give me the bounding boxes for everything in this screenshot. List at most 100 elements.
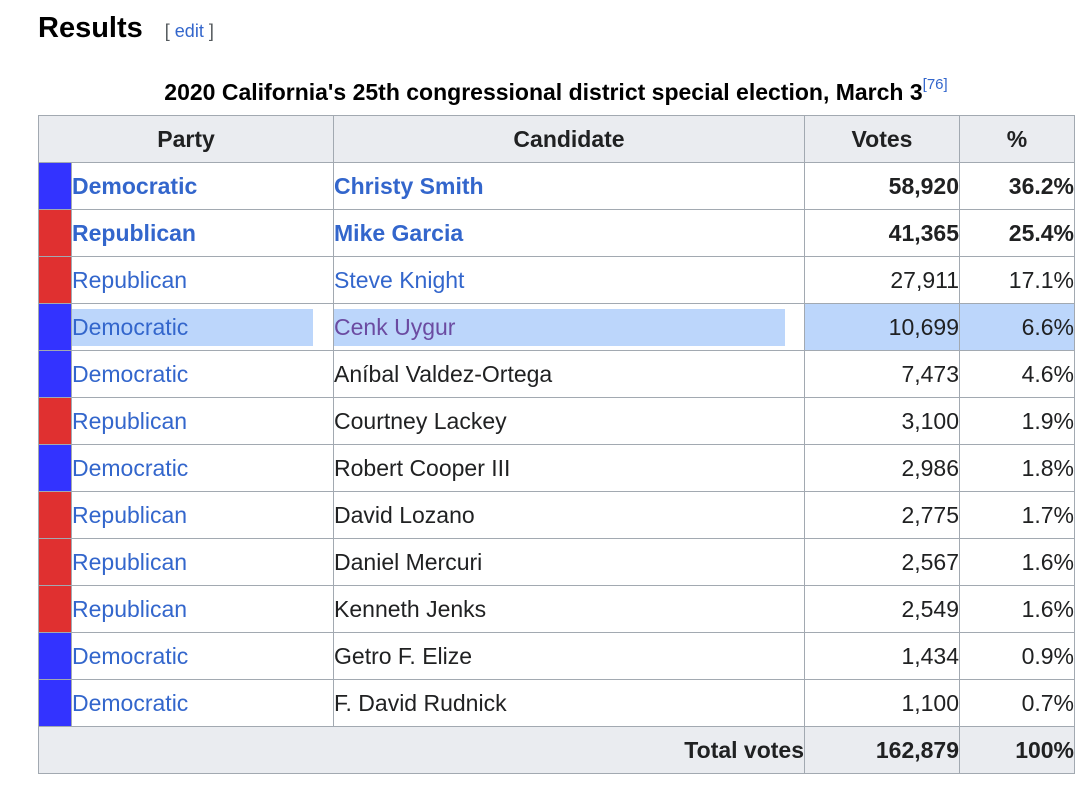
total-votes: 162,879	[804, 726, 961, 774]
header-row: Party Candidate Votes %	[37, 115, 1076, 163]
party-link[interactable]: Republican	[72, 219, 196, 246]
party-cell: Democratic	[70, 679, 335, 727]
votes-cell: 41,365	[804, 209, 961, 257]
party-color-swatch	[38, 256, 72, 304]
percent-cell: 36.2%	[959, 162, 1076, 210]
candidate-cell: David Lozano	[333, 491, 806, 539]
party-color-swatch	[38, 679, 72, 727]
total-percent: 100%	[959, 726, 1076, 774]
party-color-swatch	[38, 491, 72, 539]
percent-cell: 1.6%	[959, 585, 1076, 633]
table-row: Democratic F. David Rudnick 1,100 0.7%	[38, 679, 1076, 727]
votes-cell: 1,434	[804, 632, 961, 680]
candidate-cell: Cenk Uygur	[333, 303, 806, 351]
candidate-cell: Steve Knight	[333, 256, 806, 304]
party-color-swatch	[38, 162, 72, 210]
edit-section: [ edit ]	[165, 21, 214, 42]
section-title: Results	[38, 12, 143, 44]
candidate-name: Daniel Mercuri	[334, 548, 483, 575]
party-cell: Republican	[70, 397, 335, 445]
candidate-name: Getro F. Elize	[334, 642, 473, 669]
table-row: Democratic Robert Cooper III 2,986 1.8%	[38, 444, 1076, 492]
candidate-name: Aníbal Valdez-Ortega	[334, 360, 553, 387]
table-row: Republican Daniel Mercuri 2,567 1.6%	[38, 538, 1076, 586]
party-link[interactable]: Democratic	[72, 689, 189, 716]
party-color-swatch	[38, 632, 72, 680]
votes-cell: 27,911	[804, 256, 961, 304]
candidate-name: Courtney Lackey	[334, 407, 507, 434]
candidate-cell: Aníbal Valdez-Ortega	[333, 350, 806, 398]
candidate-name: Kenneth Jenks	[334, 595, 487, 622]
votes-cell: 7,473	[804, 350, 961, 398]
votes-cell: 10,699	[804, 303, 961, 351]
party-link[interactable]: Republican	[72, 407, 188, 434]
percent-cell: 0.7%	[959, 679, 1076, 727]
candidate-cell: Daniel Mercuri	[333, 538, 806, 586]
party-cell: Republican	[70, 256, 335, 304]
results-table: Party Candidate Votes % Democratic Christ…	[37, 115, 1076, 774]
edit-bracket-open: [	[164, 21, 170, 41]
party-cell: Democratic	[70, 632, 335, 680]
votes-cell: 2,567	[804, 538, 961, 586]
votes-cell: 58,920	[804, 162, 961, 210]
total-row: Total votes 162,879 100%	[37, 726, 1076, 774]
candidate-cell: Getro F. Elize	[333, 632, 806, 680]
party-link[interactable]: Democratic	[72, 642, 189, 669]
party-color-swatch	[38, 303, 72, 351]
table-row: Democratic Getro F. Elize 1,434 0.9%	[38, 632, 1076, 680]
percent-cell: 1.6%	[959, 538, 1076, 586]
reference-link[interactable]: [76]	[922, 76, 948, 93]
party-color-swatch	[38, 538, 72, 586]
candidate-link[interactable]: Mike Garcia	[334, 219, 464, 246]
table-caption: 2020 California's 25th congressional dis…	[38, 76, 1074, 106]
party-link[interactable]: Republican	[72, 595, 188, 622]
party-link[interactable]: Democratic	[72, 308, 313, 346]
party-cell: Democratic	[70, 303, 335, 351]
party-link[interactable]: Democratic	[72, 172, 198, 199]
party-cell: Democratic	[70, 444, 335, 492]
candidate-link[interactable]: Cenk Uygur	[334, 308, 786, 346]
edit-bracket-close: ]	[208, 21, 214, 41]
candidate-cell: Robert Cooper III	[333, 444, 806, 492]
table-row: Republican David Lozano 2,775 1.7%	[38, 491, 1076, 539]
candidate-cell: F. David Rudnick	[333, 679, 806, 727]
percent-cell: 1.7%	[959, 491, 1076, 539]
party-link[interactable]: Democratic	[72, 360, 189, 387]
candidate-cell: Mike Garcia	[333, 209, 806, 257]
percent-cell: 0.9%	[959, 632, 1076, 680]
results-body: Democratic Christy Smith 58,920 36.2% Republ…	[38, 162, 1076, 727]
percent-cell: 6.6%	[959, 303, 1076, 351]
percent-header: %	[959, 115, 1076, 163]
party-color-swatch	[38, 444, 72, 492]
candidate-cell: Courtney Lackey	[333, 397, 806, 445]
table-row: Republican Courtney Lackey 3,100 1.9%	[38, 397, 1076, 445]
party-cell: Republican	[70, 538, 335, 586]
percent-cell: 1.8%	[959, 444, 1076, 492]
party-link[interactable]: Democratic	[72, 454, 189, 481]
table-row: Republican Kenneth Jenks 2,549 1.6%	[38, 585, 1076, 633]
table-row: Republican Mike Garcia 41,365 25.4%	[38, 209, 1076, 257]
party-link[interactable]: Republican	[72, 548, 188, 575]
section-heading: Results [ edit ]	[38, 12, 214, 52]
party-color-swatch	[38, 350, 72, 398]
table-row: Democratic Aníbal Valdez-Ortega 7,473 4.6%	[38, 350, 1076, 398]
votes-cell: 1,100	[804, 679, 961, 727]
percent-cell: 4.6%	[959, 350, 1076, 398]
party-cell: Democratic	[70, 350, 335, 398]
party-link[interactable]: Republican	[72, 501, 188, 528]
party-header: Party	[37, 115, 335, 163]
table-row: Republican Steve Knight 27,911 17.1%	[38, 256, 1076, 304]
percent-cell: 17.1%	[959, 256, 1076, 304]
votes-header: Votes	[804, 115, 961, 163]
edit-link[interactable]: edit	[174, 21, 204, 41]
party-color-swatch	[38, 585, 72, 633]
candidate-link[interactable]: Christy Smith	[334, 172, 484, 199]
votes-cell: 2,986	[804, 444, 961, 492]
total-label: Total votes	[37, 726, 806, 774]
percent-cell: 25.4%	[959, 209, 1076, 257]
candidate-link[interactable]: Steve Knight	[334, 266, 465, 293]
candidate-cell: Kenneth Jenks	[333, 585, 806, 633]
percent-cell: 1.9%	[959, 397, 1076, 445]
party-link[interactable]: Republican	[72, 266, 188, 293]
votes-cell: 2,549	[804, 585, 961, 633]
